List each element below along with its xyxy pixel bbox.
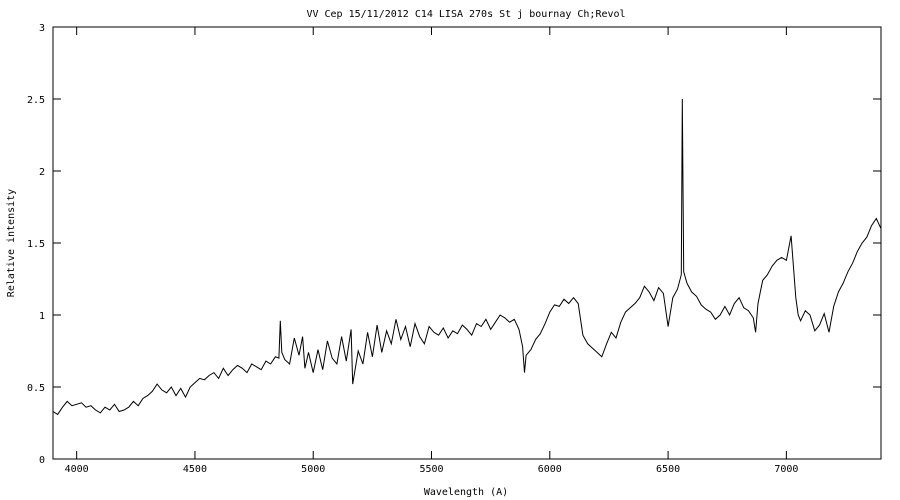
x-axis: 4000 4500 5000 5500 6000 6500 7000 <box>65 27 798 475</box>
x-tick-label: 7000 <box>774 464 798 475</box>
y-tick-label: 2 <box>39 167 45 178</box>
y-axis-label: Relative intensity <box>6 189 17 297</box>
y-axis: 0 0.5 1 1.5 2 2.5 3 <box>27 23 881 466</box>
chart-title: VV Cep 15/11/2012 C14 LISA 270s St j bou… <box>306 9 625 20</box>
series-group <box>52 98 882 416</box>
y-tick-label: 3 <box>39 23 45 34</box>
y-tick-label: 0.5 <box>27 383 45 394</box>
x-tick-label: 4000 <box>65 464 89 475</box>
y-tick-label: 0 <box>39 455 45 466</box>
x-tick-label: 5500 <box>419 464 443 475</box>
x-tick-label: 4500 <box>183 464 207 475</box>
y-tick-label: 2.5 <box>27 95 45 106</box>
x-axis-label: Wavelength (A) <box>424 487 508 498</box>
spectrum-line <box>52 98 882 416</box>
x-tick-label: 6000 <box>538 464 562 475</box>
y-tick-label: 1.5 <box>27 239 45 250</box>
x-tick-label: 6500 <box>656 464 680 475</box>
x-tick-label: 5000 <box>301 464 325 475</box>
y-tick-label: 1 <box>39 311 45 322</box>
